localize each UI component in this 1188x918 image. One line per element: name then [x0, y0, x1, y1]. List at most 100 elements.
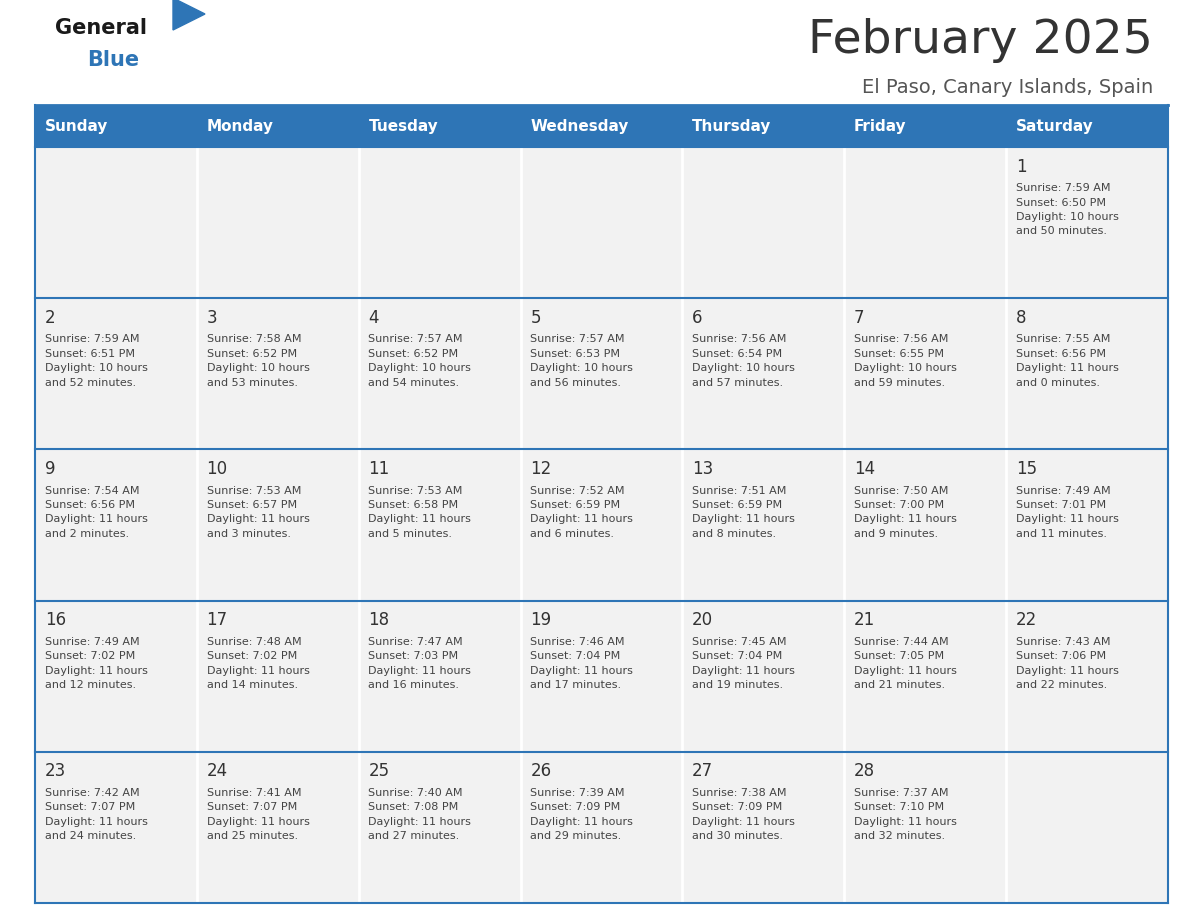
Bar: [845, 147, 1006, 298]
Text: Monday: Monday: [207, 118, 273, 133]
Bar: [682, 450, 845, 600]
Text: Sunrise: 7:49 AM
Sunset: 7:02 PM
Daylight: 11 hours
and 12 minutes.: Sunrise: 7:49 AM Sunset: 7:02 PM Dayligh…: [45, 637, 147, 690]
Bar: [520, 600, 682, 752]
Bar: [1006, 450, 1168, 600]
Bar: [34, 147, 197, 298]
Bar: [197, 752, 359, 903]
Text: 17: 17: [207, 611, 228, 629]
Text: Sunrise: 7:41 AM
Sunset: 7:07 PM
Daylight: 11 hours
and 25 minutes.: Sunrise: 7:41 AM Sunset: 7:07 PM Dayligh…: [207, 788, 309, 841]
Text: 13: 13: [693, 460, 713, 478]
Bar: [682, 600, 845, 752]
Text: 9: 9: [45, 460, 55, 478]
Text: 10: 10: [207, 460, 228, 478]
Bar: [1006, 298, 1168, 450]
Bar: [197, 600, 359, 752]
Text: 8: 8: [1016, 308, 1026, 327]
Text: Sunrise: 7:59 AM
Sunset: 6:50 PM
Daylight: 10 hours
and 50 minutes.: Sunrise: 7:59 AM Sunset: 6:50 PM Dayligh…: [1016, 184, 1119, 237]
Text: El Paso, Canary Islands, Spain: El Paso, Canary Islands, Spain: [861, 78, 1154, 97]
Bar: [1006, 600, 1168, 752]
Text: 26: 26: [530, 762, 551, 780]
Text: Sunrise: 7:59 AM
Sunset: 6:51 PM
Daylight: 10 hours
and 52 minutes.: Sunrise: 7:59 AM Sunset: 6:51 PM Dayligh…: [45, 334, 147, 387]
Bar: [359, 105, 520, 147]
Text: 2: 2: [45, 308, 56, 327]
Bar: [520, 450, 682, 600]
Text: 14: 14: [854, 460, 876, 478]
Text: Sunrise: 7:56 AM
Sunset: 6:54 PM
Daylight: 10 hours
and 57 minutes.: Sunrise: 7:56 AM Sunset: 6:54 PM Dayligh…: [693, 334, 795, 387]
Text: Tuesday: Tuesday: [368, 118, 438, 133]
Text: Sunrise: 7:49 AM
Sunset: 7:01 PM
Daylight: 11 hours
and 11 minutes.: Sunrise: 7:49 AM Sunset: 7:01 PM Dayligh…: [1016, 486, 1119, 539]
Bar: [682, 752, 845, 903]
Text: Sunrise: 7:48 AM
Sunset: 7:02 PM
Daylight: 11 hours
and 14 minutes.: Sunrise: 7:48 AM Sunset: 7:02 PM Dayligh…: [207, 637, 309, 690]
Text: 11: 11: [368, 460, 390, 478]
Text: Blue: Blue: [87, 50, 139, 70]
Text: 7: 7: [854, 308, 865, 327]
Text: Sunrise: 7:37 AM
Sunset: 7:10 PM
Daylight: 11 hours
and 32 minutes.: Sunrise: 7:37 AM Sunset: 7:10 PM Dayligh…: [854, 788, 956, 841]
Bar: [359, 600, 520, 752]
Text: Sunrise: 7:46 AM
Sunset: 7:04 PM
Daylight: 11 hours
and 17 minutes.: Sunrise: 7:46 AM Sunset: 7:04 PM Dayligh…: [530, 637, 633, 690]
Text: Sunday: Sunday: [45, 118, 108, 133]
Bar: [359, 450, 520, 600]
Bar: [845, 105, 1006, 147]
Bar: [1006, 105, 1168, 147]
Text: 15: 15: [1016, 460, 1037, 478]
Text: Sunrise: 7:56 AM
Sunset: 6:55 PM
Daylight: 10 hours
and 59 minutes.: Sunrise: 7:56 AM Sunset: 6:55 PM Dayligh…: [854, 334, 956, 387]
Text: 21: 21: [854, 611, 876, 629]
Bar: [359, 752, 520, 903]
Text: Sunrise: 7:57 AM
Sunset: 6:53 PM
Daylight: 10 hours
and 56 minutes.: Sunrise: 7:57 AM Sunset: 6:53 PM Dayligh…: [530, 334, 633, 387]
Bar: [682, 147, 845, 298]
Text: Sunrise: 7:53 AM
Sunset: 6:58 PM
Daylight: 11 hours
and 5 minutes.: Sunrise: 7:53 AM Sunset: 6:58 PM Dayligh…: [368, 486, 472, 539]
Bar: [197, 105, 359, 147]
Bar: [34, 752, 197, 903]
Bar: [520, 147, 682, 298]
Text: Sunrise: 7:53 AM
Sunset: 6:57 PM
Daylight: 11 hours
and 3 minutes.: Sunrise: 7:53 AM Sunset: 6:57 PM Dayligh…: [207, 486, 309, 539]
Text: Wednesday: Wednesday: [530, 118, 628, 133]
Bar: [359, 147, 520, 298]
Bar: [34, 450, 197, 600]
Text: Friday: Friday: [854, 118, 906, 133]
Text: 18: 18: [368, 611, 390, 629]
Text: Sunrise: 7:54 AM
Sunset: 6:56 PM
Daylight: 11 hours
and 2 minutes.: Sunrise: 7:54 AM Sunset: 6:56 PM Dayligh…: [45, 486, 147, 539]
Text: 1: 1: [1016, 158, 1026, 175]
Text: 22: 22: [1016, 611, 1037, 629]
Bar: [682, 298, 845, 450]
Text: 3: 3: [207, 308, 217, 327]
Text: Sunrise: 7:58 AM
Sunset: 6:52 PM
Daylight: 10 hours
and 53 minutes.: Sunrise: 7:58 AM Sunset: 6:52 PM Dayligh…: [207, 334, 309, 387]
Text: February 2025: February 2025: [808, 18, 1154, 63]
Bar: [845, 450, 1006, 600]
Text: 25: 25: [368, 762, 390, 780]
Text: Thursday: Thursday: [693, 118, 771, 133]
Bar: [845, 752, 1006, 903]
Text: Sunrise: 7:57 AM
Sunset: 6:52 PM
Daylight: 10 hours
and 54 minutes.: Sunrise: 7:57 AM Sunset: 6:52 PM Dayligh…: [368, 334, 472, 387]
Text: 6: 6: [693, 308, 702, 327]
Text: Sunrise: 7:45 AM
Sunset: 7:04 PM
Daylight: 11 hours
and 19 minutes.: Sunrise: 7:45 AM Sunset: 7:04 PM Dayligh…: [693, 637, 795, 690]
Bar: [845, 298, 1006, 450]
Bar: [682, 105, 845, 147]
Text: Sunrise: 7:52 AM
Sunset: 6:59 PM
Daylight: 11 hours
and 6 minutes.: Sunrise: 7:52 AM Sunset: 6:59 PM Dayligh…: [530, 486, 633, 539]
Polygon shape: [173, 0, 206, 30]
Text: Sunrise: 7:44 AM
Sunset: 7:05 PM
Daylight: 11 hours
and 21 minutes.: Sunrise: 7:44 AM Sunset: 7:05 PM Dayligh…: [854, 637, 956, 690]
Bar: [34, 298, 197, 450]
Text: Sunrise: 7:51 AM
Sunset: 6:59 PM
Daylight: 11 hours
and 8 minutes.: Sunrise: 7:51 AM Sunset: 6:59 PM Dayligh…: [693, 486, 795, 539]
Text: Sunrise: 7:47 AM
Sunset: 7:03 PM
Daylight: 11 hours
and 16 minutes.: Sunrise: 7:47 AM Sunset: 7:03 PM Dayligh…: [368, 637, 472, 690]
Text: 16: 16: [45, 611, 65, 629]
Bar: [34, 105, 197, 147]
Text: Sunrise: 7:39 AM
Sunset: 7:09 PM
Daylight: 11 hours
and 29 minutes.: Sunrise: 7:39 AM Sunset: 7:09 PM Dayligh…: [530, 788, 633, 841]
Bar: [520, 105, 682, 147]
Text: 12: 12: [530, 460, 551, 478]
Bar: [520, 752, 682, 903]
Text: Sunrise: 7:40 AM
Sunset: 7:08 PM
Daylight: 11 hours
and 27 minutes.: Sunrise: 7:40 AM Sunset: 7:08 PM Dayligh…: [368, 788, 472, 841]
Text: Sunrise: 7:42 AM
Sunset: 7:07 PM
Daylight: 11 hours
and 24 minutes.: Sunrise: 7:42 AM Sunset: 7:07 PM Dayligh…: [45, 788, 147, 841]
Text: 24: 24: [207, 762, 228, 780]
Text: 23: 23: [45, 762, 67, 780]
Text: 27: 27: [693, 762, 713, 780]
Bar: [1006, 147, 1168, 298]
Bar: [197, 147, 359, 298]
Bar: [197, 450, 359, 600]
Text: Sunrise: 7:55 AM
Sunset: 6:56 PM
Daylight: 11 hours
and 0 minutes.: Sunrise: 7:55 AM Sunset: 6:56 PM Dayligh…: [1016, 334, 1119, 387]
Text: Sunrise: 7:43 AM
Sunset: 7:06 PM
Daylight: 11 hours
and 22 minutes.: Sunrise: 7:43 AM Sunset: 7:06 PM Dayligh…: [1016, 637, 1119, 690]
Bar: [34, 600, 197, 752]
Text: 4: 4: [368, 308, 379, 327]
Text: Sunrise: 7:38 AM
Sunset: 7:09 PM
Daylight: 11 hours
and 30 minutes.: Sunrise: 7:38 AM Sunset: 7:09 PM Dayligh…: [693, 788, 795, 841]
Bar: [1006, 752, 1168, 903]
Text: 20: 20: [693, 611, 713, 629]
